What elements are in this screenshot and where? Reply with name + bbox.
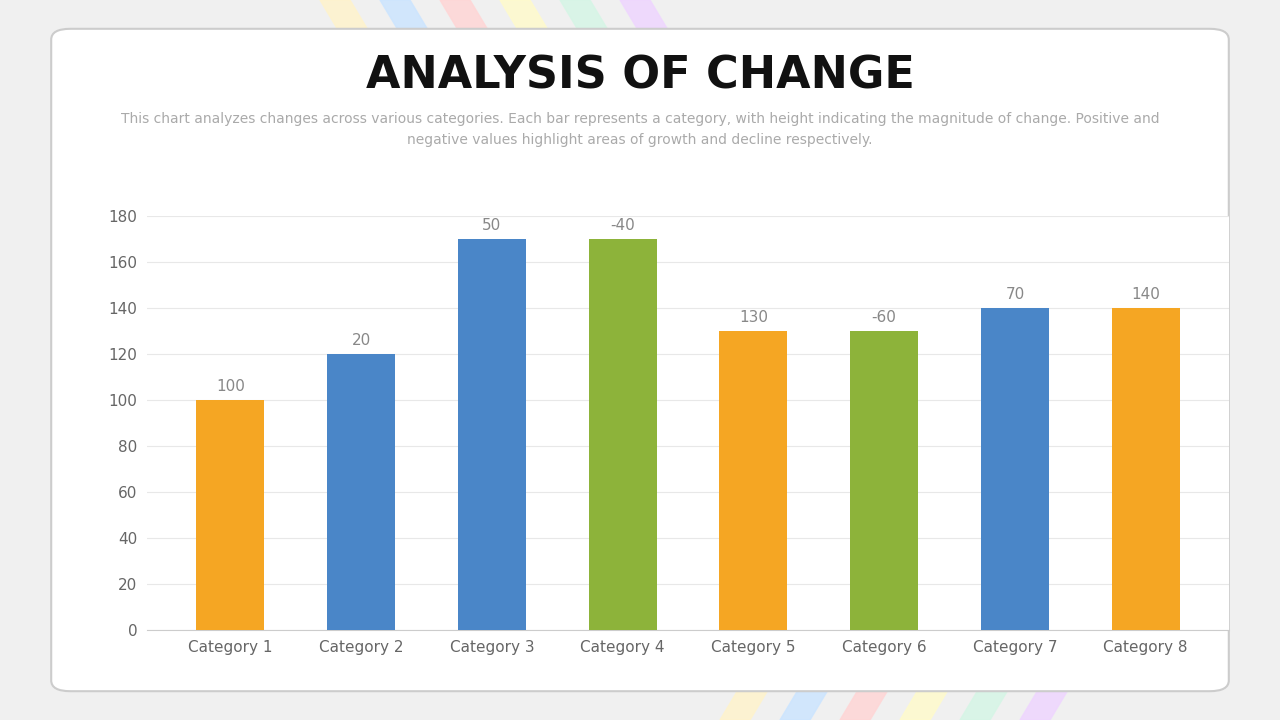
Polygon shape — [620, 0, 758, 180]
Text: 100: 100 — [216, 379, 244, 395]
Bar — [196, 400, 265, 630]
Text: 130: 130 — [739, 310, 768, 325]
Polygon shape — [840, 540, 978, 720]
Polygon shape — [440, 0, 579, 180]
Bar — [458, 239, 526, 630]
Polygon shape — [380, 0, 518, 180]
Bar — [589, 239, 657, 630]
Polygon shape — [320, 0, 458, 180]
Bar — [850, 331, 918, 630]
Text: -40: -40 — [611, 218, 635, 233]
Bar — [328, 354, 396, 630]
Polygon shape — [561, 0, 698, 180]
Polygon shape — [900, 540, 1038, 720]
Polygon shape — [500, 0, 637, 180]
Bar — [1111, 308, 1180, 630]
Text: 50: 50 — [483, 218, 502, 233]
Text: 140: 140 — [1132, 287, 1160, 302]
Text: ANALYSIS OF CHANGE: ANALYSIS OF CHANGE — [366, 54, 914, 97]
Polygon shape — [960, 540, 1098, 720]
Bar — [719, 331, 787, 630]
Text: -60: -60 — [872, 310, 896, 325]
Text: This chart analyzes changes across various categories. Each bar represents a cat: This chart analyzes changes across vario… — [120, 112, 1160, 147]
Polygon shape — [780, 540, 918, 720]
Bar — [980, 308, 1048, 630]
Text: 20: 20 — [352, 333, 371, 348]
Polygon shape — [1020, 540, 1158, 720]
Text: 70: 70 — [1005, 287, 1024, 302]
Polygon shape — [719, 540, 858, 720]
